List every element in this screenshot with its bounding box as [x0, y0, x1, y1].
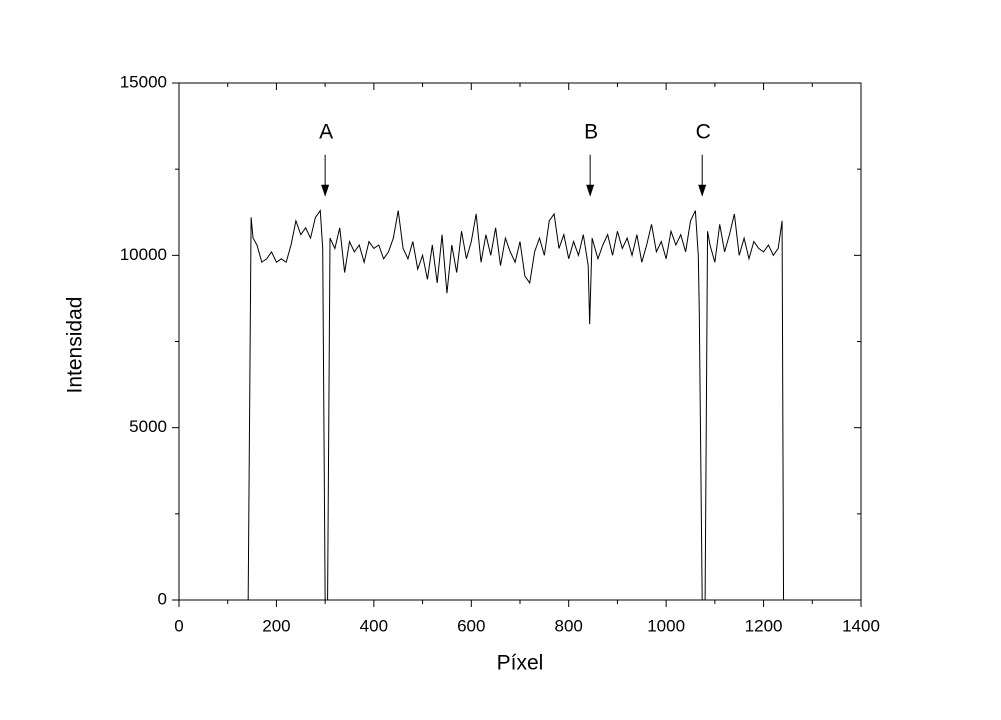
- x-tick-label: 600: [457, 616, 485, 635]
- annotation-label: C: [696, 120, 711, 143]
- annotation-label: B: [584, 120, 598, 143]
- annotation-arrowhead: [321, 184, 330, 197]
- x-tick-label: 1000: [647, 616, 685, 635]
- plot-frame: [178, 82, 862, 601]
- y-tick-label: 10000: [120, 245, 167, 264]
- x-axis-label: Píxel: [497, 652, 544, 675]
- annotation-label: A: [319, 120, 333, 143]
- data-line: [247, 209, 785, 601]
- x-tick-label: 0: [174, 616, 183, 635]
- y-tick-label: 15000: [120, 72, 167, 91]
- x-tick-label: 200: [262, 616, 290, 635]
- x-tick-label: 1200: [745, 616, 783, 635]
- y-axis-label: Intensidad: [64, 297, 87, 394]
- x-tick-label: 1400: [842, 616, 880, 635]
- x-tick-label: 800: [555, 616, 583, 635]
- y-tick-label: 5000: [129, 417, 167, 436]
- x-tick-label: 400: [360, 616, 388, 635]
- annotation-arrowhead: [586, 184, 595, 197]
- annotation-arrowhead: [698, 184, 707, 197]
- y-tick-label: 0: [158, 589, 167, 608]
